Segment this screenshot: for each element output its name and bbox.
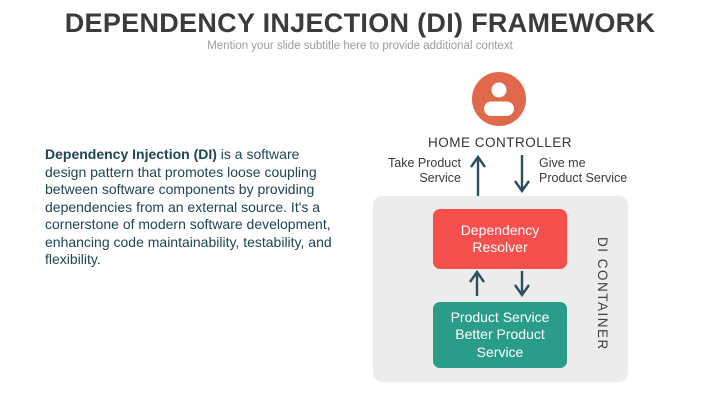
product-service-box: Product Service Better Product Service — [433, 302, 567, 368]
resolver-down-arrow — [514, 271, 530, 297]
user-icon-head — [491, 82, 507, 98]
actor-container-arrows — [470, 154, 530, 196]
give-arrow-label-line2: Product Service — [539, 170, 628, 185]
dependency-resolver-box: Dependency Resolver — [433, 209, 567, 269]
resolver-service-arrows — [469, 270, 530, 297]
take-up-arrow — [470, 154, 486, 196]
user-icon — [472, 72, 526, 126]
give-arrow-label-line1: Give me — [539, 156, 586, 170]
give-arrow-label: Give me Product Service — [539, 156, 669, 185]
take-arrow-label: Take Product Service — [350, 156, 461, 185]
description-body: is a software design pattern that promot… — [45, 146, 332, 267]
take-arrow-label-line1: Take Product — [388, 156, 461, 170]
give-down-arrow — [514, 155, 530, 194]
user-icon-body — [484, 101, 514, 116]
slide-subtitle: Mention your slide subtitle here to prov… — [207, 40, 513, 52]
slide-title: DEPENDENCY INJECTION (DI) FRAMEWORK — [64, 8, 656, 38]
description-lead: Dependency Injection (DI) — [45, 146, 217, 162]
service-up-arrow — [469, 270, 485, 296]
di-container-label: DI CONTAINER — [595, 237, 610, 351]
description-paragraph: Dependency Injection (DI) is a software … — [45, 146, 335, 269]
take-arrow-label-line2: Service — [419, 170, 461, 185]
home-controller-label: HOME CONTROLLER — [427, 135, 573, 150]
user-icon-circle — [472, 72, 526, 126]
